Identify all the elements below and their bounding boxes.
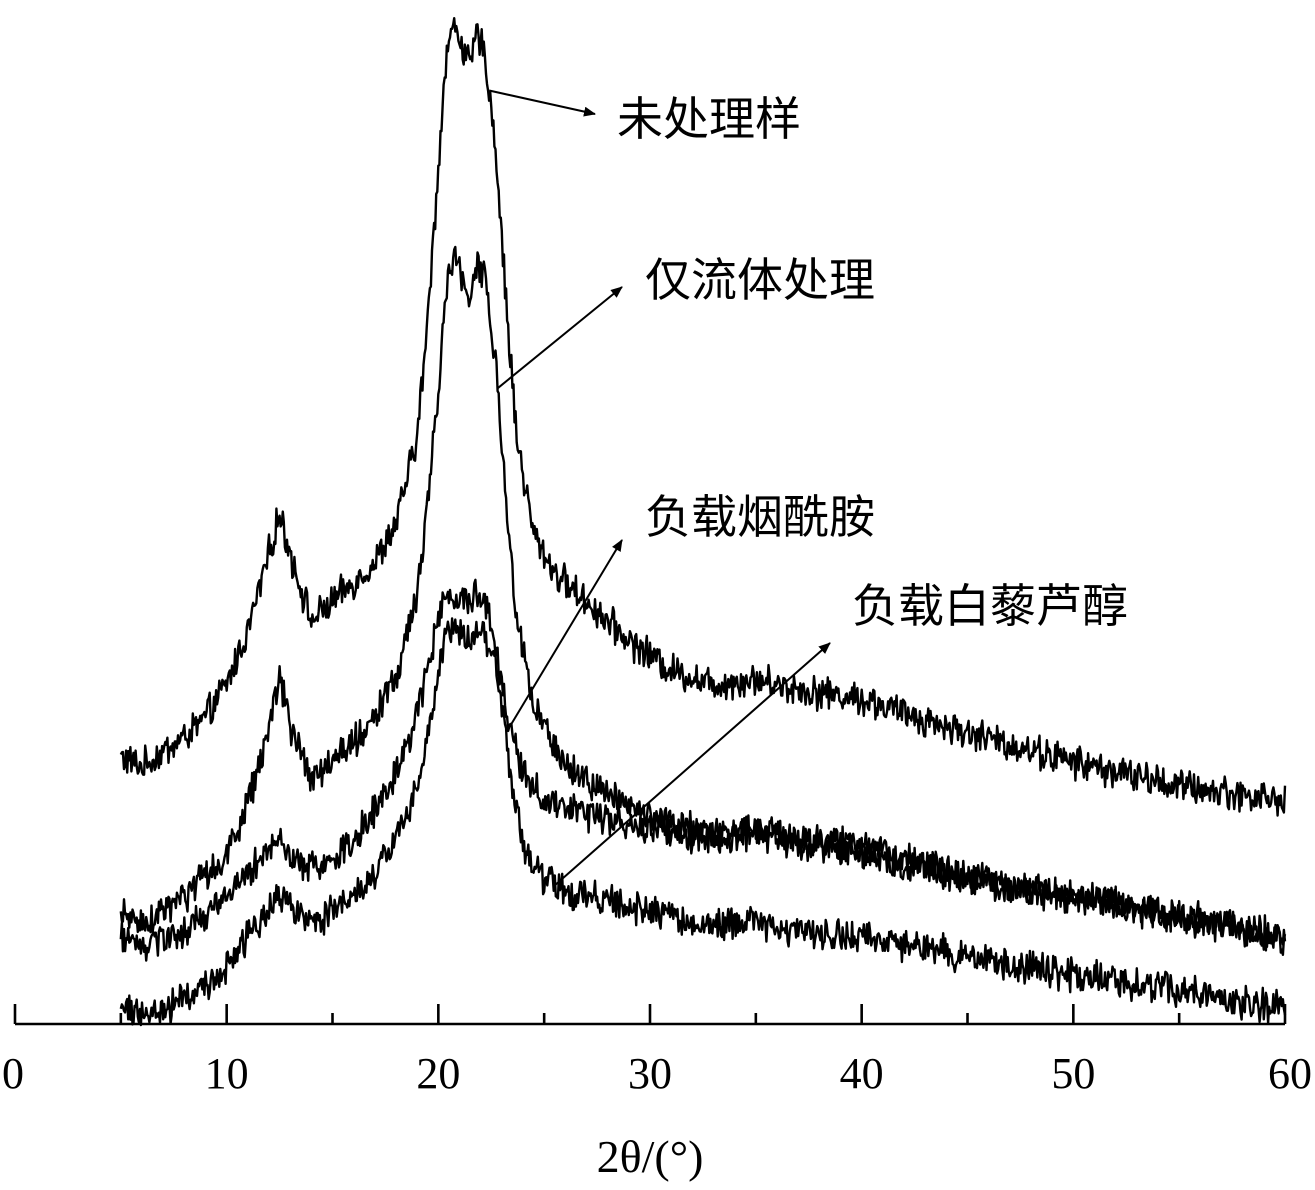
x-tick-label: 60 (1268, 1049, 1312, 1098)
x-tick-label: 0 (2, 1049, 24, 1098)
series-trace (119, 617, 1287, 1027)
annotation-arrow (488, 89, 596, 117)
x-axis-title: 2θ/(°) (597, 1131, 704, 1182)
x-tick-label: 10 (205, 1049, 249, 1098)
series-trace (119, 578, 1287, 962)
series-traces (119, 17, 1287, 1027)
annotation-arrow (554, 642, 831, 887)
annotation-arrow (496, 286, 623, 390)
annotation-arrow (509, 539, 623, 727)
x-tick-label: 40 (840, 1049, 884, 1098)
series-trace (119, 17, 1287, 817)
series-label: 仅流体处理 (645, 253, 875, 307)
series-label: 负载烟酰胺 (645, 490, 875, 544)
series-label: 负载白藜芦醇 (852, 579, 1128, 633)
annotation-arrows (488, 89, 831, 887)
x-axis-ticks (13, 1004, 1287, 1024)
x-axis: 0 10 20 30 40 50 60 (2, 1004, 1312, 1098)
x-tick-label: 50 (1051, 1049, 1095, 1098)
x-axis-tick-labels: 0 10 20 30 40 50 60 (2, 1049, 1312, 1098)
x-tick-label: 20 (416, 1049, 460, 1098)
x-tick-label: 30 (628, 1049, 672, 1098)
series-label: 未处理样 (617, 92, 801, 146)
